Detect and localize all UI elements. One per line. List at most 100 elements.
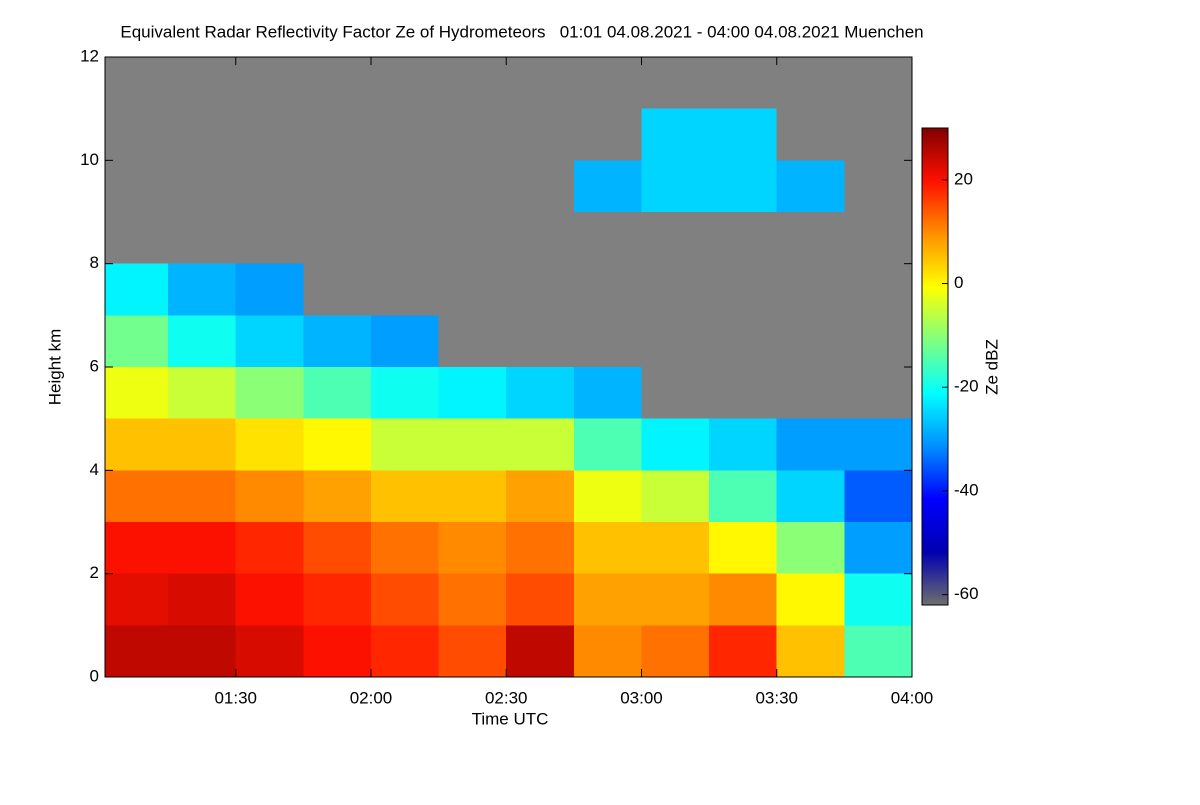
heat-cell <box>168 418 236 471</box>
heat-cell <box>844 625 912 677</box>
heat-cell <box>573 625 642 677</box>
heat-cell <box>168 315 236 367</box>
y-tick-label: 12 <box>80 46 99 65</box>
heat-cell <box>105 522 169 574</box>
y-tick-label: 0 <box>90 666 99 685</box>
heat-cell <box>370 367 439 419</box>
heat-cell <box>303 418 371 471</box>
heat-cell <box>168 367 236 419</box>
y-tick-label: 10 <box>80 150 99 169</box>
heat-cell <box>709 522 777 574</box>
chart-title: Equivalent Radar Reflectivity Factor Ze … <box>120 22 923 41</box>
heat-cell <box>303 625 371 677</box>
heat-cell <box>235 470 304 522</box>
heat-cell <box>506 367 574 419</box>
heat-cell <box>776 160 845 212</box>
heat-cell <box>776 625 845 677</box>
heat-cell <box>105 315 169 367</box>
colorbar-tick-label: 20 <box>954 169 973 188</box>
heat-cell <box>641 522 710 574</box>
heat-cell <box>303 470 371 522</box>
x-tick-label: 01:30 <box>214 688 257 707</box>
x-tick-label: 03:30 <box>755 688 798 707</box>
heat-cell <box>370 470 439 522</box>
heat-cell <box>370 418 439 471</box>
heat-cell <box>303 367 371 419</box>
heat-cell <box>438 418 507 471</box>
heat-cell <box>235 573 304 626</box>
heat-cell <box>105 418 169 471</box>
x-tick-label: 04:00 <box>891 688 934 707</box>
heat-cell <box>168 263 236 316</box>
heat-cell <box>235 367 304 419</box>
heat-cell <box>235 522 304 574</box>
heat-cell <box>168 522 236 574</box>
heat-cell <box>573 573 642 626</box>
heat-cell <box>235 315 304 367</box>
heat-cell <box>168 573 236 626</box>
heat-cell <box>776 573 845 626</box>
heat-cell <box>573 367 642 419</box>
heat-cell <box>709 160 777 212</box>
heat-cell <box>168 470 236 522</box>
y-tick-label: 8 <box>90 253 99 272</box>
heat-cell <box>168 625 236 677</box>
heat-cell <box>303 573 371 626</box>
heat-cell <box>709 470 777 522</box>
heat-cell <box>235 625 304 677</box>
heat-cell <box>105 263 169 316</box>
heat-cell <box>303 315 371 367</box>
heat-cell <box>438 625 507 677</box>
heat-cell <box>709 418 777 471</box>
x-tick-label: 02:00 <box>350 688 393 707</box>
colorbar-label: Ze dBZ <box>982 339 1001 395</box>
heat-cell <box>641 108 710 161</box>
x-axis-label: Time UTC <box>472 709 549 728</box>
heat-cell <box>573 522 642 574</box>
heat-cell <box>641 573 710 626</box>
heat-cell <box>370 522 439 574</box>
heat-cell <box>641 470 710 522</box>
heat-cell <box>506 418 574 471</box>
heat-cell <box>709 108 777 161</box>
heat-cell <box>641 160 710 212</box>
heat-cell <box>573 418 642 471</box>
heat-cell <box>709 573 777 626</box>
y-tick-label: 2 <box>90 563 99 582</box>
heat-cell <box>776 418 845 471</box>
colorbar-tick-label: -20 <box>954 377 979 396</box>
heat-cell <box>235 263 304 316</box>
heat-cell <box>844 470 912 522</box>
heat-cell <box>573 470 642 522</box>
heat-cell <box>105 573 169 626</box>
heat-cell <box>709 625 777 677</box>
heat-cell <box>844 522 912 574</box>
heat-cell <box>776 522 845 574</box>
plot-area <box>105 57 912 677</box>
x-tick-label: 03:00 <box>620 688 663 707</box>
heat-cell <box>105 367 169 419</box>
heat-cell <box>844 418 912 471</box>
heat-cell <box>370 315 439 367</box>
colorbar <box>921 127 949 606</box>
heat-cell <box>641 418 710 471</box>
heat-cell <box>235 418 304 471</box>
heat-cell <box>438 522 507 574</box>
heat-cell <box>844 573 912 626</box>
heat-cell <box>776 470 845 522</box>
colorbar-tick-label: -40 <box>954 480 979 499</box>
heat-cell <box>105 625 169 677</box>
heat-cell <box>370 573 439 626</box>
heat-cell <box>573 160 642 212</box>
colorbar-tick-label: -60 <box>954 584 979 603</box>
heat-cell <box>438 573 507 626</box>
colorbar-tick-label: 0 <box>954 273 963 292</box>
heat-cell <box>370 625 439 677</box>
x-tick-label: 02:30 <box>485 688 528 707</box>
heat-cell <box>303 522 371 574</box>
heat-cell <box>506 522 574 574</box>
heat-cell <box>506 470 574 522</box>
y-tick-label: 4 <box>90 460 99 479</box>
heat-cell <box>438 367 507 419</box>
